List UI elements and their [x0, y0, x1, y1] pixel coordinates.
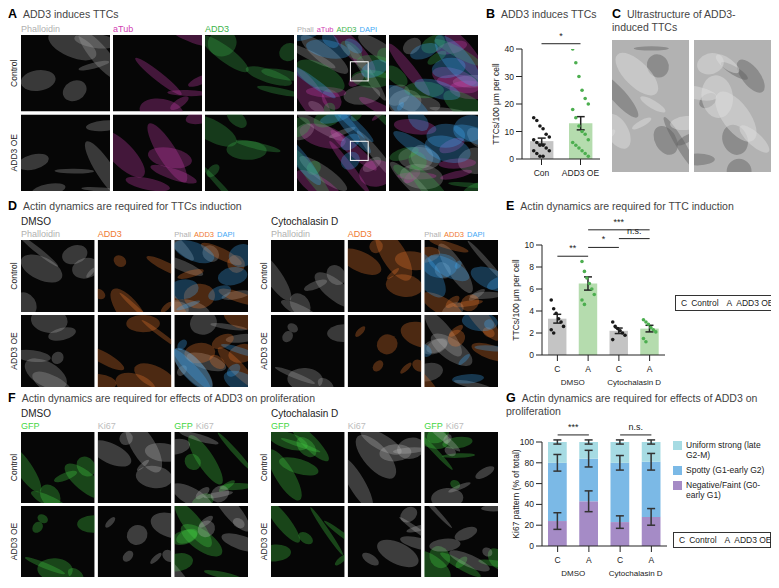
svg-text:***: *** [614, 217, 625, 227]
svg-text:ADD3 OE: ADD3 OE [259, 332, 269, 370]
svg-text:GFP: GFP [21, 421, 40, 431]
svg-text:PhallADD3DAPI: PhallADD3DAPI [424, 230, 484, 239]
svg-text:ADD3 OE: ADD3 OE [9, 523, 19, 561]
svg-text:TTCs/100 μm per cell: TTCs/100 μm per cell [511, 259, 521, 341]
svg-text:C: C [617, 555, 623, 565]
html-text:E: E [506, 199, 515, 213]
html-text:D: D [8, 199, 17, 213]
html-text:A ADD3 OE: A ADD3 OE [724, 535, 772, 545]
svg-text:TTCs/100 μm per cell: TTCs/100 μm per cell [491, 63, 501, 145]
svg-text:Phalloidin: Phalloidin [21, 24, 60, 34]
svg-text:PhallaTubADD3DAPI: PhallaTubADD3DAPI [297, 25, 377, 34]
svg-text:Ki67: Ki67 [98, 421, 116, 431]
svg-text:***: *** [568, 422, 579, 432]
svg-text:ADD3: ADD3 [205, 24, 229, 34]
html-text:Actin dynamics are required fo: Actin dynamics are required for TTCs ind… [23, 200, 242, 212]
svg-text:ADD3 OE: ADD3 OE [562, 168, 600, 178]
svg-text:10: 10 [505, 127, 515, 137]
svg-text:ADD3 OE: ADD3 OE [259, 523, 269, 561]
html-text:B: B [486, 7, 495, 21]
svg-text:60: 60 [525, 479, 535, 489]
svg-text:Cytochalasin D: Cytochalasin D [609, 569, 663, 578]
html-text:Actin dynamics are required fo: Actin dynamics are required for effects … [21, 392, 315, 404]
svg-text:**: ** [569, 243, 577, 253]
svg-text:DMSO: DMSO [561, 378, 585, 387]
svg-text:0: 0 [509, 154, 514, 164]
svg-text:Control: Control [259, 262, 269, 290]
svg-text:6: 6 [529, 284, 534, 294]
svg-text:20: 20 [505, 99, 515, 109]
svg-text:40: 40 [525, 499, 535, 509]
html-text:A: A [8, 7, 17, 21]
svg-text:2: 2 [529, 328, 534, 338]
svg-text:A: A [585, 364, 591, 374]
html-text:Uniform strong (late G2-M): Uniform strong (late G2-M) [686, 440, 761, 460]
svg-text:Ki67 pattern (% of total): Ki67 pattern (% of total) [511, 449, 521, 538]
html-text:Actin dynamics are required fo: Actin dynamics are required for effects … [506, 392, 758, 417]
svg-text:Cytochalasin D: Cytochalasin D [271, 216, 338, 227]
svg-text:30: 30 [505, 72, 515, 82]
svg-text:Control: Control [9, 262, 19, 290]
svg-text:0: 0 [529, 541, 534, 551]
svg-text:Control: Control [9, 454, 19, 482]
svg-text:*: * [559, 31, 563, 41]
html-text:F: F [8, 391, 16, 405]
html-text:C Control: C Control [681, 297, 719, 308]
svg-text:Cytochalasin D: Cytochalasin D [607, 378, 661, 387]
svg-text:aTub: aTub [113, 24, 133, 34]
svg-text:n.s.: n.s. [628, 422, 643, 432]
svg-text:Cytochalasin D: Cytochalasin D [271, 408, 338, 419]
svg-text:10: 10 [525, 240, 535, 250]
svg-text:ADD3 OE: ADD3 OE [9, 134, 19, 172]
svg-text:Con: Con [534, 168, 550, 178]
svg-text:8: 8 [529, 262, 534, 272]
html-text:ADD3 induces TTCs: ADD3 induces TTCs [501, 8, 597, 20]
svg-text:A: A [649, 555, 655, 565]
html-text:ADD3 induces TTCs: ADD3 induces TTCs [23, 8, 119, 20]
svg-text:C: C [554, 364, 560, 374]
svg-text:0: 0 [529, 350, 534, 360]
svg-text:C: C [555, 555, 561, 565]
svg-text:DMSO: DMSO [561, 569, 585, 578]
svg-text:A: A [647, 364, 653, 374]
svg-text:PhallADD3DAPI: PhallADD3DAPI [174, 230, 234, 239]
html-text:Spotty (G1-early G2): Spotty (G1-early G2) [686, 465, 765, 475]
html-text:Negative/Faint (G0-early G1): Negative/Faint (G0-early G1) [686, 480, 761, 500]
svg-text:ADD3: ADD3 [98, 229, 122, 239]
svg-text:*: * [602, 234, 606, 244]
svg-text:C: C [616, 364, 622, 374]
svg-text:Phalloidin: Phalloidin [271, 229, 310, 239]
svg-text:GFPKi67: GFPKi67 [174, 421, 214, 431]
svg-text:ADD3: ADD3 [348, 229, 372, 239]
svg-text:Ki67: Ki67 [348, 421, 366, 431]
svg-text:Control: Control [9, 59, 19, 87]
svg-text:DMSO: DMSO [21, 408, 51, 419]
html-text:C Control: C Control [679, 535, 717, 545]
svg-text:Phalloidin: Phalloidin [21, 229, 60, 239]
svg-text:DMSO: DMSO [21, 216, 51, 227]
html-text:Ultrastructure of ADD3-induced: Ultrastructure of ADD3-induced TTCs [612, 8, 736, 33]
svg-text:A: A [586, 555, 592, 565]
svg-text:ADD3 OE: ADD3 OE [9, 332, 19, 370]
svg-text:40: 40 [505, 44, 515, 54]
svg-text:4: 4 [529, 306, 534, 316]
svg-text:GFP: GFP [271, 421, 290, 431]
svg-text:20: 20 [525, 520, 535, 530]
html-text:G: G [506, 391, 516, 405]
svg-text:GFPKi67: GFPKi67 [424, 421, 464, 431]
svg-text:Control: Control [259, 454, 269, 482]
svg-text:80: 80 [525, 458, 535, 468]
html-text:A ADD3 OE: A ADD3 OE [726, 297, 774, 308]
html-text:C: C [612, 7, 621, 21]
html-text:Actin dynamics are required fo: Actin dynamics are required for TTC indu… [520, 200, 734, 212]
svg-text:100: 100 [520, 437, 534, 447]
svg-text:n.s.: n.s. [627, 226, 642, 236]
